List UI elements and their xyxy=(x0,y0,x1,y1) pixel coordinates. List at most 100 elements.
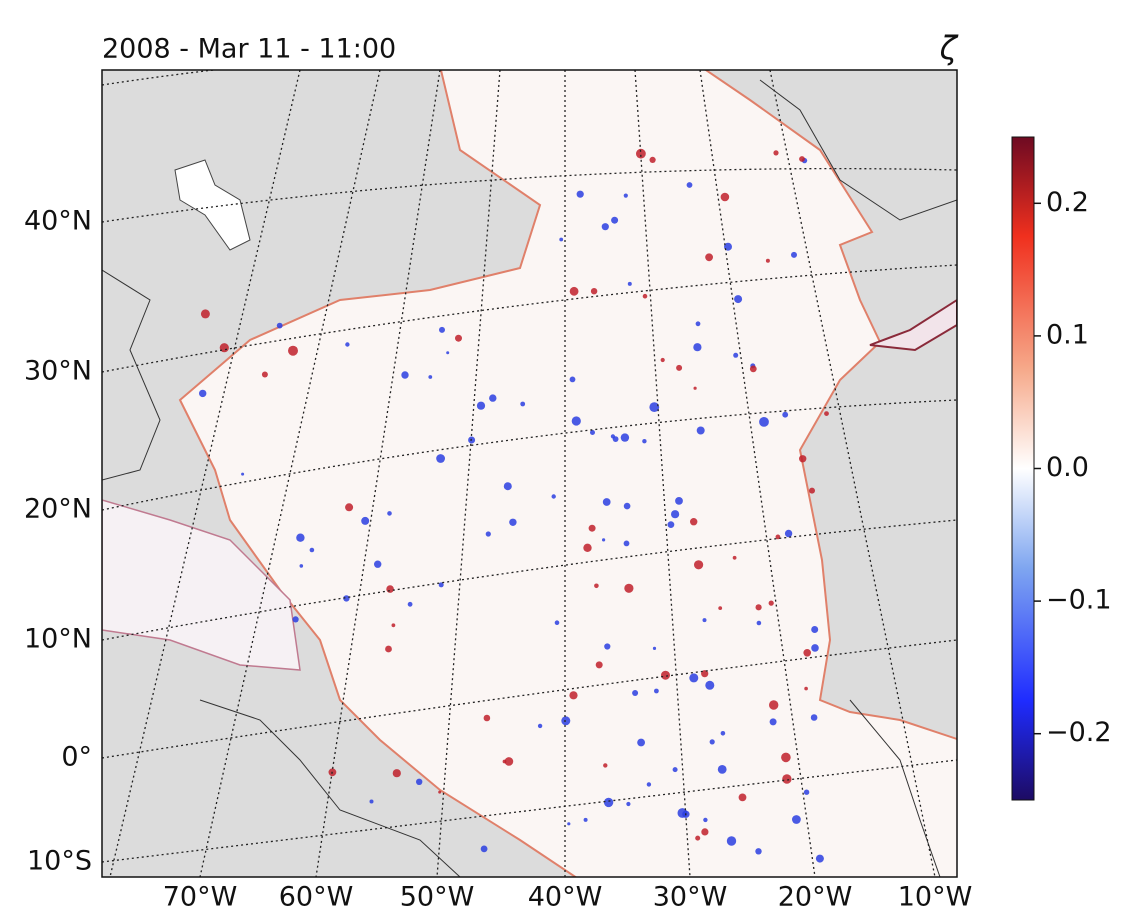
eddy xyxy=(694,560,704,570)
eddy xyxy=(811,644,819,652)
eddy xyxy=(345,342,350,347)
colorbar-tick-label: 0.1 xyxy=(1046,319,1089,350)
eddy xyxy=(576,190,584,198)
eddy xyxy=(824,411,829,416)
eddy xyxy=(554,620,560,625)
eddy xyxy=(646,782,652,787)
eddy xyxy=(385,645,392,653)
eddy xyxy=(676,364,683,371)
eddy xyxy=(738,793,747,802)
eddy xyxy=(361,516,370,525)
eddy xyxy=(755,604,762,611)
coastline xyxy=(102,79,957,877)
eddy xyxy=(620,433,630,442)
eddy xyxy=(775,534,781,540)
eddy xyxy=(810,714,818,721)
eddy xyxy=(636,148,646,159)
eddy xyxy=(407,601,413,607)
eddy xyxy=(717,765,727,774)
lon-label: 20°W xyxy=(778,882,853,913)
eddy xyxy=(569,691,578,700)
eddy xyxy=(695,321,701,327)
eddy xyxy=(509,518,517,526)
eddy xyxy=(502,759,507,764)
parallel xyxy=(102,167,957,223)
eddy xyxy=(551,494,556,499)
eddy xyxy=(483,714,491,722)
eddy xyxy=(623,540,630,547)
eddy xyxy=(782,411,789,418)
eddy xyxy=(769,700,779,710)
eddy xyxy=(571,416,581,426)
eddy xyxy=(803,789,810,795)
eddy xyxy=(392,769,401,778)
eddy xyxy=(652,646,657,651)
eddy xyxy=(732,555,737,560)
eddy xyxy=(734,295,743,304)
eddy xyxy=(276,322,283,329)
eddy xyxy=(446,351,450,355)
eddy xyxy=(561,716,571,726)
eddy xyxy=(726,836,737,846)
eddy xyxy=(567,822,571,826)
eddy xyxy=(693,386,697,390)
lat-label: 40°N xyxy=(24,206,92,237)
meridian xyxy=(769,70,936,877)
caribbean-sea xyxy=(102,499,301,671)
parallel xyxy=(102,759,957,863)
eddy xyxy=(781,752,791,763)
eddy xyxy=(768,600,774,606)
eddy xyxy=(649,402,660,412)
eddy xyxy=(705,680,715,690)
eddy xyxy=(667,521,675,528)
lon-label: 60°W xyxy=(279,882,354,913)
eddy xyxy=(292,616,299,623)
eddy xyxy=(387,511,392,516)
eddy xyxy=(626,801,631,807)
eddy xyxy=(705,253,713,262)
colorbar xyxy=(1011,136,1035,801)
eddy xyxy=(627,281,632,286)
ocean xyxy=(178,70,957,877)
eddy xyxy=(391,623,396,628)
eddy xyxy=(520,401,526,407)
eddy xyxy=(504,757,514,766)
eddy xyxy=(241,472,245,476)
eddies xyxy=(199,148,829,863)
eddy xyxy=(755,848,762,855)
lon-label: 40°W xyxy=(528,882,603,913)
eddy xyxy=(604,643,611,650)
eddy xyxy=(428,375,433,379)
eddy xyxy=(709,739,715,745)
eddy xyxy=(595,661,603,669)
eddy xyxy=(485,531,491,537)
eddy xyxy=(804,686,808,691)
eddy xyxy=(590,430,595,435)
eddy xyxy=(690,518,698,526)
eddy xyxy=(689,673,699,683)
eddy xyxy=(455,334,462,342)
colorbar-tick-label: −0.2 xyxy=(1046,717,1112,748)
eddy xyxy=(799,455,807,463)
map-title: 2008 - Mar 11 - 11:00 xyxy=(102,34,396,65)
eddy xyxy=(654,688,659,694)
eddy xyxy=(480,845,488,853)
eddy xyxy=(720,731,726,736)
lat-label: 20°N xyxy=(24,494,92,525)
eddy xyxy=(200,309,210,319)
great-lakes xyxy=(174,159,251,251)
eddy xyxy=(588,524,596,532)
lon-label: 30°W xyxy=(653,882,728,913)
eddy xyxy=(601,223,609,231)
eddy xyxy=(386,585,394,593)
eddy xyxy=(369,799,374,804)
eddy xyxy=(590,288,598,295)
eddy xyxy=(623,502,631,510)
eddy xyxy=(642,293,648,299)
colorbar-tick-label: −0.1 xyxy=(1046,585,1112,616)
eddy xyxy=(559,237,564,242)
eddy xyxy=(695,835,701,841)
eddy xyxy=(701,828,709,836)
eddy xyxy=(602,538,606,542)
eddy xyxy=(637,738,645,747)
